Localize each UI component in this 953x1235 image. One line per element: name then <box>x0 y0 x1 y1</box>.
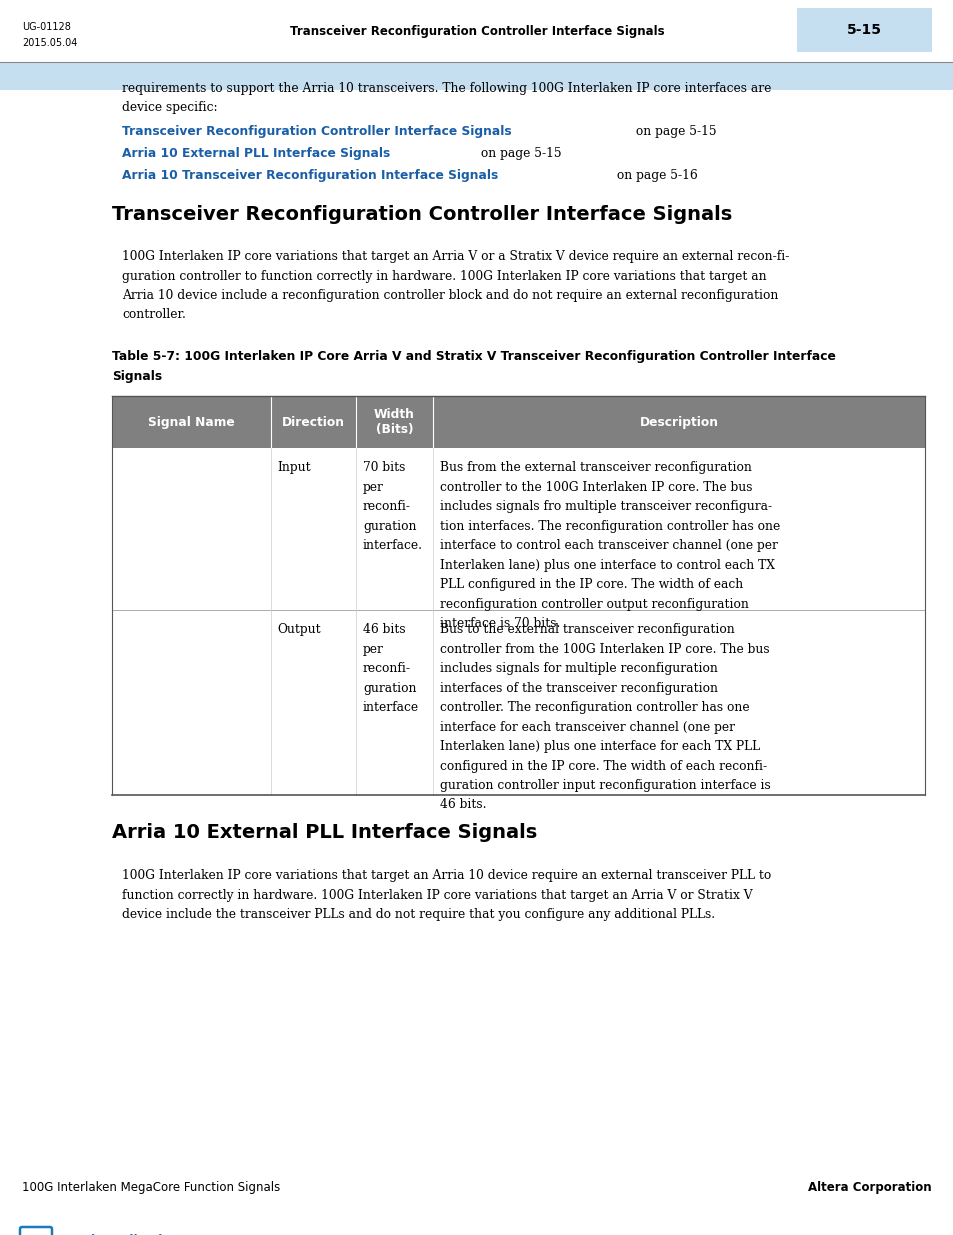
Text: device include the transceiver PLLs and do not require that you configure any ad: device include the transceiver PLLs and … <box>122 908 715 921</box>
Text: controller from the 100G Interlaken IP core. The bus: controller from the 100G Interlaken IP c… <box>439 642 769 656</box>
Text: 5-15: 5-15 <box>846 23 882 37</box>
Text: UG-01128: UG-01128 <box>22 22 71 32</box>
Text: 70 bits: 70 bits <box>362 461 405 474</box>
Text: Direction: Direction <box>281 415 344 429</box>
Text: guration: guration <box>362 682 416 694</box>
Bar <box>112 448 924 610</box>
Text: Altera Corporation: Altera Corporation <box>807 1181 931 1193</box>
Text: 46 bits: 46 bits <box>362 622 405 636</box>
Bar <box>0 62 953 90</box>
Text: Send Feedback: Send Feedback <box>60 1234 167 1235</box>
Text: tion interfaces. The reconfiguration controller has one: tion interfaces. The reconfiguration con… <box>439 520 780 532</box>
Text: 100G Interlaken IP core variations that target an Arria V or a Stratix V device : 100G Interlaken IP core variations that … <box>122 249 788 263</box>
Text: 46 bits.: 46 bits. <box>439 799 486 811</box>
Bar <box>796 7 931 52</box>
Text: includes signals fro multiple transceiver reconfigura-: includes signals fro multiple transceive… <box>439 500 771 513</box>
Text: interface to control each transceiver channel (one per: interface to control each transceiver ch… <box>439 538 778 552</box>
Text: reconfi-: reconfi- <box>362 500 411 513</box>
Text: Bus to the external transceiver reconfiguration: Bus to the external transceiver reconfig… <box>439 622 734 636</box>
Text: includes signals for multiple reconfiguration: includes signals for multiple reconfigur… <box>439 662 718 676</box>
Bar <box>112 396 924 448</box>
Text: Output: Output <box>277 622 321 636</box>
Text: per: per <box>362 642 383 656</box>
Text: Interlaken lane) plus one interface for each TX PLL: Interlaken lane) plus one interface for … <box>439 740 760 753</box>
Text: Signals: Signals <box>112 370 162 383</box>
Text: per: per <box>362 480 383 494</box>
Text: Transceiver Reconfiguration Controller Interface Signals: Transceiver Reconfiguration Controller I… <box>112 205 732 224</box>
Text: interface.: interface. <box>362 538 422 552</box>
Text: Arria 10 Transceiver Reconfiguration Interface Signals: Arria 10 Transceiver Reconfiguration Int… <box>122 169 497 182</box>
Bar <box>112 610 924 795</box>
Text: interfaces of the transceiver reconfiguration: interfaces of the transceiver reconfigur… <box>439 682 718 694</box>
Text: 2015.05.04: 2015.05.04 <box>22 38 77 48</box>
Text: Arria 10 External PLL Interface Signals: Arria 10 External PLL Interface Signals <box>112 823 537 842</box>
Text: interface is 70 bits.: interface is 70 bits. <box>439 618 560 630</box>
Text: Input: Input <box>277 461 311 474</box>
Text: interface for each transceiver channel (one per: interface for each transceiver channel (… <box>439 720 735 734</box>
Text: 100G Interlaken IP core variations that target an Arria 10 device require an ext: 100G Interlaken IP core variations that … <box>122 869 770 882</box>
Text: configured in the IP core. The width of each reconfi-: configured in the IP core. The width of … <box>439 760 766 773</box>
Text: on page 5-15: on page 5-15 <box>631 125 716 138</box>
Text: Transceiver Reconfiguration Controller Interface Signals: Transceiver Reconfiguration Controller I… <box>290 26 663 38</box>
Text: Width
(Bits): Width (Bits) <box>374 408 415 436</box>
Text: controller.: controller. <box>122 309 186 321</box>
Text: Transceiver Reconfiguration Controller Interface Signals: Transceiver Reconfiguration Controller I… <box>122 125 511 138</box>
Text: reconfiguration controller output reconfiguration: reconfiguration controller output reconf… <box>439 598 748 610</box>
Text: Signal Name: Signal Name <box>148 415 234 429</box>
Text: 100G Interlaken MegaCore Function Signals: 100G Interlaken MegaCore Function Signal… <box>22 1181 280 1193</box>
Text: Table 5-7: 100G Interlaken IP Core Arria V and Stratix V Transceiver Reconfigura: Table 5-7: 100G Interlaken IP Core Arria… <box>112 350 835 363</box>
Text: reconfi-: reconfi- <box>362 662 411 676</box>
Text: guration controller to function correctly in hardware. 100G Interlaken IP core v: guration controller to function correctl… <box>122 269 766 283</box>
Text: function correctly in hardware. 100G Interlaken IP core variations that target a: function correctly in hardware. 100G Int… <box>122 888 752 902</box>
Text: controller. The reconfiguration controller has one: controller. The reconfiguration controll… <box>439 701 749 714</box>
Text: requirements to support the Arria 10 transceivers. The following 100G Interlaken: requirements to support the Arria 10 tra… <box>122 82 771 95</box>
FancyBboxPatch shape <box>20 1228 52 1235</box>
Text: Description: Description <box>639 415 718 429</box>
Text: on page 5-16: on page 5-16 <box>613 169 698 182</box>
Text: guration: guration <box>362 520 416 532</box>
Text: Arria 10 device include a reconfiguration controller block and do not require an: Arria 10 device include a reconfiguratio… <box>122 289 778 303</box>
Text: controller to the 100G Interlaken IP core. The bus: controller to the 100G Interlaken IP cor… <box>439 480 752 494</box>
Text: on page 5-15: on page 5-15 <box>476 147 561 161</box>
Text: guration controller input reconfiguration interface is: guration controller input reconfiguratio… <box>439 779 770 792</box>
Text: interface: interface <box>362 701 418 714</box>
Text: Arria 10 External PLL Interface Signals: Arria 10 External PLL Interface Signals <box>122 147 390 161</box>
Text: Bus from the external transceiver reconfiguration: Bus from the external transceiver reconf… <box>439 461 751 474</box>
Text: device specific:: device specific: <box>122 101 217 114</box>
Text: PLL configured in the IP core. The width of each: PLL configured in the IP core. The width… <box>439 578 742 592</box>
Text: Interlaken lane) plus one interface to control each TX: Interlaken lane) plus one interface to c… <box>439 558 775 572</box>
